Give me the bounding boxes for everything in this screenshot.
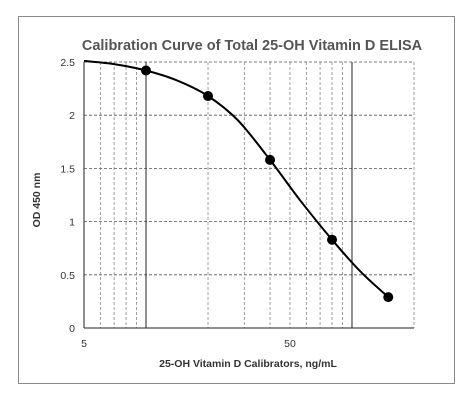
x-tick-labels: 5 50 (81, 338, 296, 350)
x-axis-label: 25-OH Vitamin D Calibrators, ng/mL (159, 358, 337, 370)
x-tick-label: 50 (284, 338, 296, 350)
y-tick-label: 2.5 (60, 57, 75, 69)
y-axis-label: OD 450 nm (31, 173, 43, 228)
data-point (327, 234, 338, 245)
data-point (203, 91, 214, 102)
x-tick-label: 5 (81, 338, 87, 350)
data-point (383, 292, 394, 303)
data-point (265, 154, 276, 165)
chart-title: Calibration Curve of Total 25-OH Vitamin… (82, 38, 423, 54)
grid (84, 61, 415, 328)
chart-frame (18, 16, 455, 384)
data-points (141, 65, 394, 303)
y-tick-label: 2 (69, 110, 75, 122)
y-tick-label: 0.5 (60, 270, 75, 282)
y-tick-label: 1 (69, 217, 75, 229)
y-tick-label: 1.5 (60, 163, 75, 175)
axes (83, 62, 414, 329)
data-point (141, 65, 152, 76)
fit-curve (83, 59, 389, 298)
y-tick-label: 0 (69, 323, 75, 335)
y-tick-labels: 0 0.5 1 1.5 2 2.5 (60, 57, 75, 335)
